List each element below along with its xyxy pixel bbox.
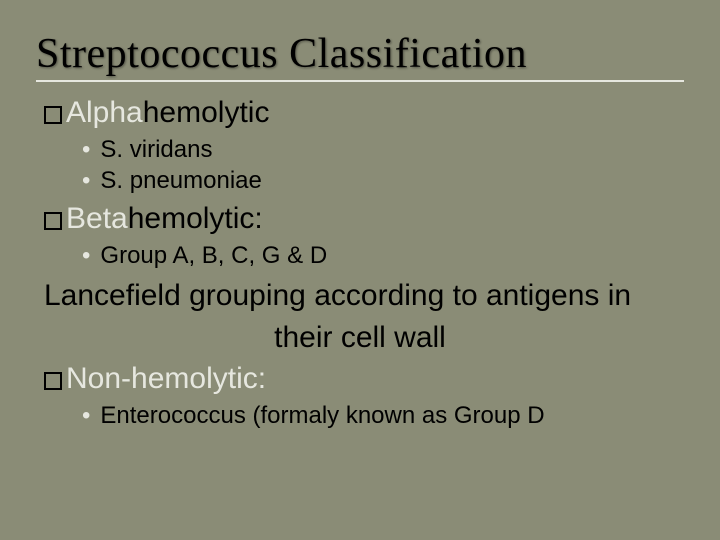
checkbox-icon <box>44 372 62 390</box>
list-item: • Enterococcus (formaly known as Group D <box>82 400 684 431</box>
bullet-icon: • <box>82 240 90 271</box>
alpha-sublist: • S. viridans • S. pneumoniae <box>82 134 684 196</box>
lancefield-line-1: Lancefield grouping according to antigen… <box>44 278 684 314</box>
list-item: • S. viridans <box>82 134 684 165</box>
list-item-text: Enterococcus (formaly known as Group D <box>100 400 544 431</box>
checkbox-icon <box>44 212 62 230</box>
slide: Streptococcus Classification Alpha hemol… <box>0 0 720 540</box>
bullet-icon: • <box>82 400 90 431</box>
non-sublist: • Enterococcus (formaly known as Group D <box>82 400 684 431</box>
list-item-text: S. pneumoniae <box>100 165 261 196</box>
list-item-text: Group A, B, C, G & D <box>100 240 327 271</box>
list-item: • Group A, B, C, G & D <box>82 240 684 271</box>
list-item-text: S. viridans <box>100 134 212 165</box>
bullet-icon: • <box>82 165 90 196</box>
section-alpha-lead: Alpha <box>66 96 143 130</box>
section-beta: Beta hemolytic: <box>44 202 684 236</box>
section-non: Non-hemolytic: <box>44 362 684 396</box>
section-beta-rest: hemolytic: <box>128 202 263 236</box>
section-beta-lead: Beta <box>66 202 128 236</box>
list-item: • S. pneumoniae <box>82 165 684 196</box>
beta-sublist: • Group A, B, C, G & D <box>82 240 684 271</box>
title-underline <box>36 80 684 82</box>
bullet-icon: • <box>82 134 90 165</box>
section-non-lead: Non-hemolytic: <box>66 362 266 396</box>
lancefield-line-2: their cell wall <box>36 320 684 356</box>
section-alpha: Alpha hemolytic <box>44 96 684 130</box>
slide-title: Streptococcus Classification <box>36 30 684 78</box>
section-alpha-rest: hemolytic <box>143 96 270 130</box>
checkbox-icon <box>44 106 62 124</box>
